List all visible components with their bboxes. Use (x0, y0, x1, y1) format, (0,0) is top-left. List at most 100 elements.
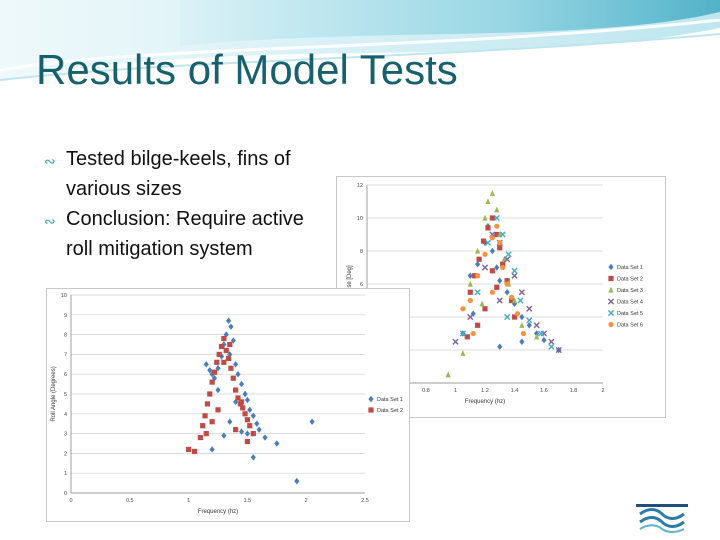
wave-bullet-icon: ∾ (44, 153, 56, 169)
data-point (517, 297, 524, 304)
data-point (214, 359, 220, 365)
data-point (476, 256, 482, 262)
legend-label: Data Set 4 (617, 300, 643, 306)
data-point (244, 430, 250, 437)
data-point (221, 359, 227, 365)
data-point (211, 369, 218, 375)
legend-label: Data Set 1 (617, 265, 643, 271)
y-tick-label: 0 (64, 491, 67, 497)
x-tick-label: 2 (601, 388, 604, 394)
data-point (209, 419, 215, 425)
data-point (235, 395, 241, 401)
data-point (238, 380, 245, 388)
legend-label: Data Set 5 (617, 311, 643, 317)
data-point (221, 432, 227, 439)
data-point (499, 231, 506, 238)
data-point (481, 264, 489, 271)
data-point (203, 431, 209, 437)
data-point (474, 289, 481, 296)
data-point-stroke (504, 256, 511, 263)
data-point (518, 289, 525, 296)
data-point (514, 311, 521, 317)
data-point (537, 330, 545, 337)
data-point (209, 379, 215, 385)
y-tick-label: 5 (64, 392, 67, 398)
data-point (204, 401, 211, 407)
data-point (247, 406, 253, 414)
y-tick-label: 1 (64, 471, 67, 477)
data-point (309, 418, 315, 425)
x-tick-label: 1.4 (511, 388, 519, 394)
data-point (494, 231, 500, 238)
data-point-stroke (555, 346, 562, 354)
data-point (445, 371, 451, 378)
data-point (244, 438, 250, 445)
data-point (218, 343, 225, 350)
data-point (497, 343, 503, 350)
data-point (497, 240, 503, 246)
data-point-stroke (481, 264, 489, 271)
y-tick-label: 3 (64, 432, 67, 438)
data-point-stroke (548, 343, 555, 350)
data-point (460, 350, 466, 356)
legend-label: Data Set 3 (617, 288, 643, 294)
data-point (479, 300, 485, 307)
data-point (494, 284, 500, 290)
wave-logo-icon (636, 504, 688, 533)
data-point (207, 391, 213, 397)
data-point (608, 321, 614, 328)
x-tick-label: 1 (454, 388, 457, 394)
data-point (240, 405, 246, 411)
data-point-stroke (537, 330, 545, 337)
data-point (242, 390, 248, 398)
data-point (497, 277, 503, 284)
y-tick-label: 2 (64, 451, 67, 457)
data-point (608, 286, 614, 293)
data-point (472, 273, 478, 279)
data-point-stroke (526, 305, 533, 312)
bullet-text-line: various sizes (66, 178, 182, 200)
x-tick-label: 2.5 (361, 498, 369, 504)
data-point (475, 247, 481, 254)
data-point (215, 386, 221, 394)
data-point (489, 247, 495, 255)
data-point (511, 314, 518, 320)
data-point (504, 313, 511, 321)
data-point (534, 333, 540, 340)
data-point (480, 238, 487, 244)
data-point (247, 423, 253, 429)
y-tick-label: 6 (360, 282, 363, 288)
data-point (608, 263, 614, 271)
data-point-stroke (499, 231, 506, 238)
y-tick-label: 9 (64, 313, 67, 319)
data-point (228, 323, 234, 330)
data-point-stroke (493, 214, 500, 222)
data-point (475, 322, 481, 328)
data-point (548, 338, 555, 345)
data-point (484, 239, 492, 246)
x-tick-label: 0.5 (126, 498, 134, 504)
data-point (215, 407, 221, 413)
bullet-item: ∾ Tested bilge-keels, fins of various si… (44, 144, 344, 204)
data-point (504, 281, 510, 287)
x-tick-label: 0 (69, 498, 72, 504)
data-point (500, 264, 506, 271)
data-point (250, 431, 256, 437)
data-point (460, 306, 466, 312)
data-point (244, 396, 250, 404)
bullet-item: ∾ Conclusion: Require active roll mitiga… (44, 204, 344, 264)
data-point (254, 420, 260, 427)
x-axis-title: Frequency (hz) (198, 509, 238, 515)
data-point (207, 367, 213, 374)
bullet-text-line: Tested bilge-keels, fins of (66, 148, 291, 170)
data-point (464, 334, 470, 340)
data-point (508, 294, 515, 300)
data-point (216, 351, 222, 357)
data-point-stroke (504, 313, 511, 321)
legend-label: Data Set 6 (617, 323, 643, 329)
data-point (496, 297, 503, 304)
data-point (225, 355, 232, 361)
data-point (548, 343, 555, 350)
data-point-stroke (517, 297, 524, 304)
y-tick-label: 12 (357, 183, 363, 189)
